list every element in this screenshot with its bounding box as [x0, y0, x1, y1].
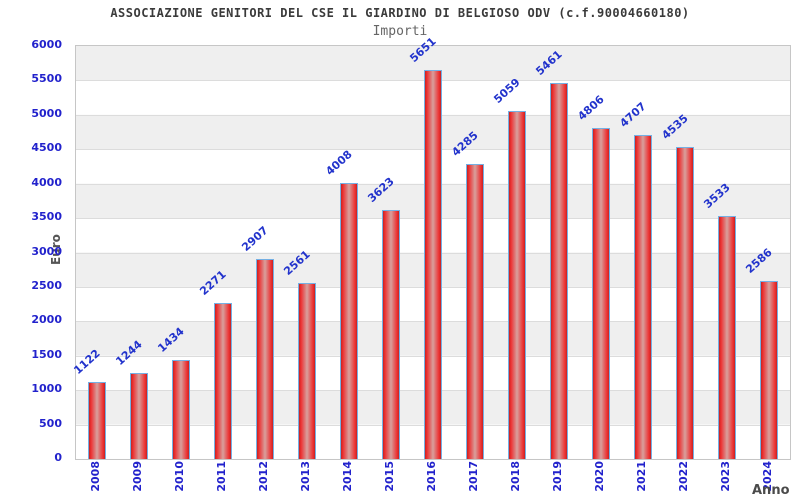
bar-value-label: 3623: [365, 174, 397, 205]
bar-2023: [717, 215, 736, 459]
bar-2018: [508, 110, 526, 459]
x-tick-label: 2023: [718, 461, 732, 492]
bar-value-label: 5461: [533, 47, 565, 79]
chart-title: ASSOCIAZIONE GENITORI DEL CSE IL GIARDIN…: [110, 6, 690, 20]
x-tick-label: 2010: [173, 461, 186, 492]
chart-subtitle: Importi: [372, 24, 428, 39]
x-tick-label: 2012: [257, 461, 270, 492]
y-tick-label: 3500: [31, 210, 62, 224]
x-tick-label: 2014: [340, 461, 354, 492]
bar-value-label: 2907: [239, 223, 271, 254]
bar-value-label: 1434: [155, 325, 187, 356]
x-tick-label: 2018: [509, 461, 522, 492]
y-tick-label: 2500: [31, 278, 62, 292]
bar-2014: [339, 183, 358, 459]
y-tick-label: 2000: [31, 313, 62, 327]
x-tick-label: 2013: [299, 461, 312, 492]
bar-value-label: 2271: [197, 267, 229, 298]
bar-value-label: 1122: [71, 346, 103, 377]
bar-2010: [172, 360, 190, 459]
y-tick-label: 0: [54, 451, 62, 464]
y-tick-label: 1500: [31, 347, 62, 361]
bar-value-label: 2586: [743, 245, 775, 276]
x-tick-label: 2020: [592, 461, 606, 492]
bar-value-label: 4806: [575, 93, 607, 124]
x-tick-label: 2015: [383, 461, 396, 492]
y-tick-label: 5500: [31, 72, 62, 86]
x-tick-label: 2017: [466, 461, 480, 492]
x-tick-label: 2008: [88, 461, 102, 492]
bar-2020: [591, 128, 610, 459]
bar-value-label: 1244: [113, 338, 145, 369]
bar-2021: [634, 135, 652, 459]
x-axis-title: Anno: [752, 483, 790, 498]
x-tick-label: 2009: [131, 461, 144, 492]
x-tick-label: 2016: [425, 461, 438, 492]
bar-value-label: 4008: [323, 147, 355, 179]
bar-2024: [760, 281, 778, 459]
y-tick-label: 5000: [31, 106, 62, 120]
bar-value-label: 3533: [701, 180, 733, 211]
x-tick-label: 2021: [635, 461, 648, 492]
bar-2015: [382, 209, 400, 459]
y-tick-label: 1000: [31, 382, 62, 396]
bar-2009: [130, 373, 148, 459]
bar-value-label: 5651: [407, 34, 439, 66]
plot-area: 1122 1244 1434 2271 2907 2561 4008 3623 5651 4285…: [71, 35, 791, 460]
x-tick-label: 2019: [550, 461, 564, 492]
y-tick-label: 6000: [31, 38, 62, 51]
bar-2008: [87, 381, 106, 459]
y-tick-label: 500: [39, 416, 62, 430]
bar-value-label: 4535: [659, 111, 691, 142]
x-tick-label: 2022: [676, 461, 690, 492]
bar-2013: [298, 282, 316, 459]
bar-2011: [213, 302, 232, 459]
bar-value-label: 4285: [449, 128, 481, 160]
x-tick-label: 2011: [214, 461, 228, 492]
bar-2012: [256, 258, 274, 459]
bar-2016: [424, 70, 442, 459]
bar-2017: [465, 164, 484, 459]
bar-2019: [549, 83, 568, 459]
y-tick-label: 4000: [31, 175, 62, 189]
x-axis-ticks: 2008 2009 2010 2011 2012 2013 2014 2015 2016 2017…: [75, 461, 789, 500]
y-axis-ticks: 0 500 1000 1500 2000 2500 3000 3500 4000 4500 5000…: [0, 38, 68, 464]
y-tick-label: 3000: [31, 244, 62, 258]
y-tick-label: 4500: [31, 141, 62, 155]
bar-2022: [675, 146, 694, 459]
